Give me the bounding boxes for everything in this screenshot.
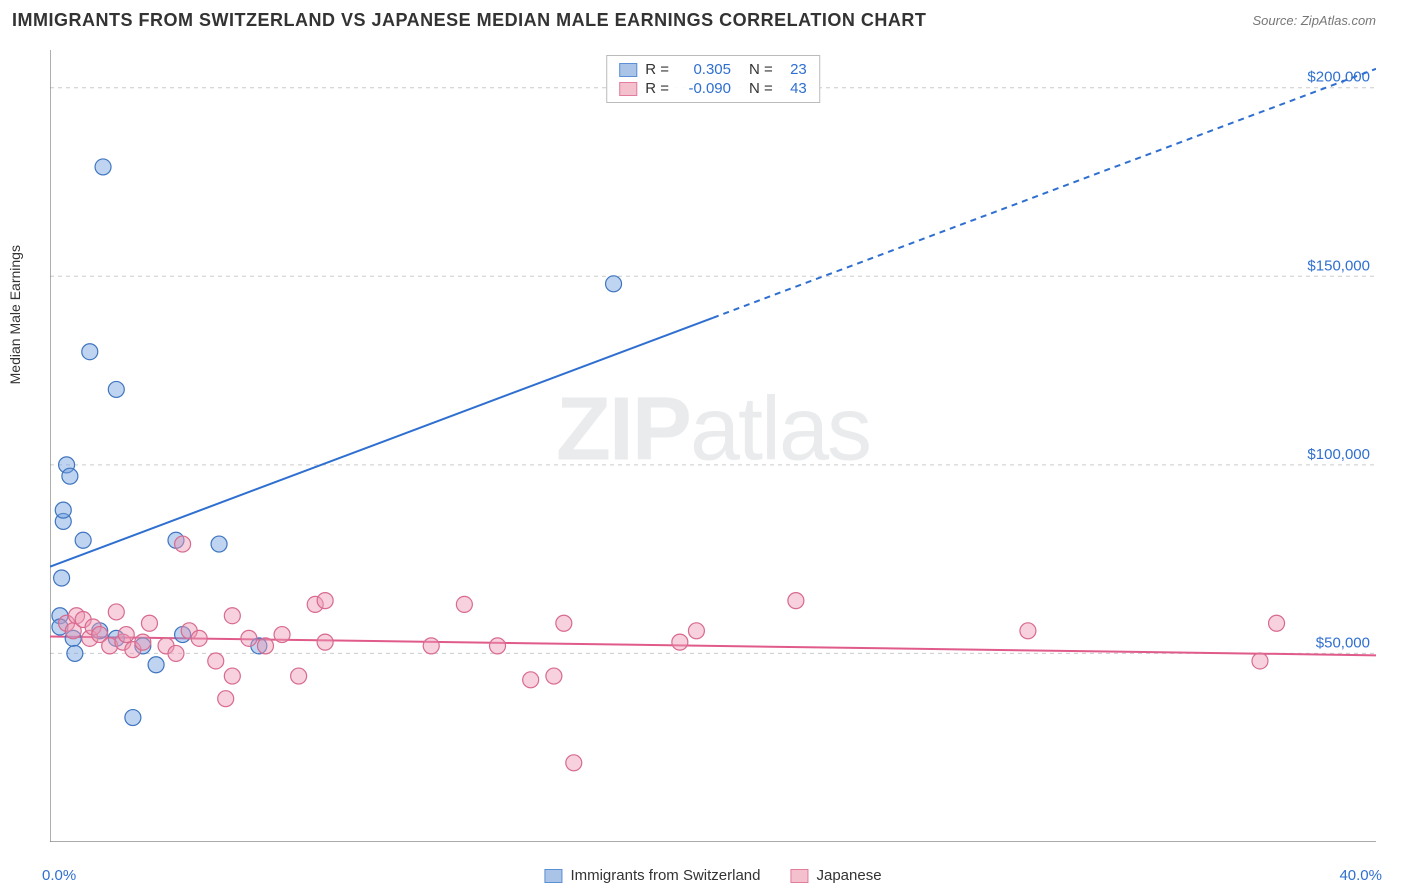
stats-row-series-2: R = -0.090 N = 43	[619, 79, 807, 98]
chart-title: IMMIGRANTS FROM SWITZERLAND VS JAPANESE …	[12, 10, 926, 31]
stats-row-series-1: R = 0.305 N = 23	[619, 60, 807, 79]
svg-text:$150,000: $150,000	[1307, 257, 1370, 274]
legend-item-series-2: Japanese	[791, 867, 882, 884]
source-attribution: Source: ZipAtlas.com	[1252, 13, 1376, 28]
svg-text:$200,000: $200,000	[1307, 69, 1370, 86]
stats-legend: R = 0.305 N = 23 R = -0.090 N = 43	[606, 55, 820, 103]
x-tick-min: 0.0%	[42, 867, 76, 884]
legend-item-series-1: Immigrants from Switzerland	[544, 867, 760, 884]
y-axis-label: Median Male Earnings	[7, 245, 23, 384]
legend-swatch-1	[544, 869, 562, 883]
legend-label-2: Japanese	[817, 867, 882, 884]
chart-container: Median Male Earnings $50,000$100,000$150…	[50, 50, 1376, 842]
svg-text:$100,000: $100,000	[1307, 446, 1370, 463]
swatch-series-1	[619, 63, 637, 77]
series-legend: Immigrants from Switzerland Japanese	[544, 867, 881, 884]
legend-swatch-2	[791, 869, 809, 883]
swatch-series-2	[619, 82, 637, 96]
x-tick-max: 40.0%	[1339, 867, 1382, 884]
scatter-plot: $50,000 $100,000 $150,000 $200,000	[50, 50, 1376, 842]
legend-label-1: Immigrants from Switzerland	[570, 867, 760, 884]
svg-text:$50,000: $50,000	[1316, 634, 1370, 651]
